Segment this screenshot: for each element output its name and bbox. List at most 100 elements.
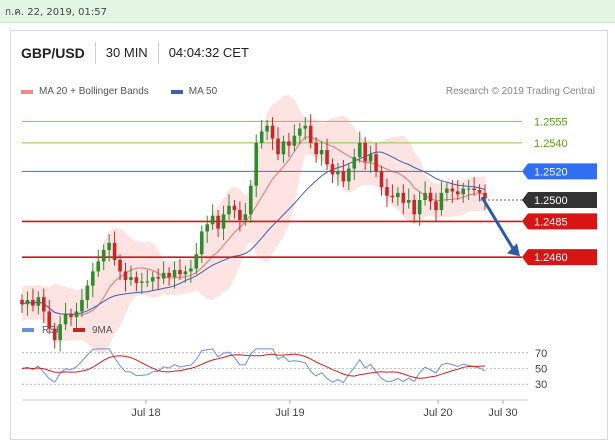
rsi-swatch xyxy=(22,328,34,332)
time-label: 04:04:32 CET xyxy=(168,45,249,60)
candle-body xyxy=(205,224,209,232)
bollinger-band xyxy=(22,95,485,354)
candle-body xyxy=(31,300,35,306)
chart-legend: MA 20 + Bollinger Bands MA 50 xyxy=(21,86,239,97)
candle-body xyxy=(434,201,438,210)
candle-body xyxy=(406,200,411,203)
level-label-1.2520: 1.2520 xyxy=(534,166,568,178)
level-label-1.2500: 1.2500 xyxy=(534,195,568,207)
rsi-line xyxy=(21,348,486,384)
bb-label: MA 20 + Bollinger Bands xyxy=(39,86,149,97)
candle-body xyxy=(63,314,68,325)
level-tag-1.2460 xyxy=(522,249,597,266)
candle-body xyxy=(303,125,308,129)
candle-body xyxy=(308,125,313,143)
candle-body xyxy=(210,215,215,225)
rsi-ma-swatch xyxy=(73,328,85,332)
candle-body xyxy=(336,171,340,175)
level-tag-1.2485 xyxy=(522,213,597,230)
rsi-tick-label: 70 xyxy=(535,348,547,360)
candle-body xyxy=(276,138,280,155)
pair-label: GBP/USD xyxy=(21,42,96,64)
candle-body xyxy=(69,314,73,318)
candle-body xyxy=(412,200,416,215)
candle-body xyxy=(385,187,389,196)
candle-body xyxy=(91,271,95,286)
candle-body xyxy=(298,128,302,136)
ma50-line xyxy=(21,151,486,315)
legend-item-ma50: MA 50 xyxy=(170,86,218,97)
candle-body xyxy=(47,311,52,329)
candle-body xyxy=(20,300,24,305)
candle-body xyxy=(483,192,487,199)
candle-body xyxy=(156,277,160,279)
candle-body xyxy=(85,285,90,300)
candle-body xyxy=(314,142,318,155)
candle-body xyxy=(265,125,269,132)
level-label-1.2540: 1.2540 xyxy=(534,138,568,150)
rsi-ma-line xyxy=(21,353,486,379)
candle-body xyxy=(172,270,177,278)
candle-body xyxy=(243,214,248,220)
ma50-label: MA 50 xyxy=(188,86,218,97)
candle-body xyxy=(238,210,242,220)
level-label-1.2485: 1.2485 xyxy=(534,216,568,228)
timeframe-label[interactable]: 30 MIN xyxy=(96,42,159,64)
candle-body xyxy=(41,297,46,312)
candle-body xyxy=(319,150,324,155)
level-tag-1.2520 xyxy=(522,163,597,180)
candle-body xyxy=(357,142,362,158)
rsi-ma-label: 9MA xyxy=(92,325,113,336)
candle-body xyxy=(161,272,166,279)
candle-body xyxy=(118,260,122,272)
candle-body xyxy=(167,272,171,278)
candle-body xyxy=(325,150,329,165)
candle-body xyxy=(270,125,275,139)
legend-item-bb: MA 20 + Bollinger Bands xyxy=(21,86,149,97)
candle-body xyxy=(178,270,182,275)
candle-body xyxy=(101,250,106,262)
candle-body xyxy=(58,324,62,340)
candle-body xyxy=(216,215,220,229)
candle-body xyxy=(194,254,199,269)
candle-body xyxy=(363,142,367,162)
candle-body xyxy=(145,281,150,283)
candle-body xyxy=(199,231,204,255)
candle-body xyxy=(123,271,128,280)
timestamp-text: ก.ค. 22, 2019, 01:57 xyxy=(5,7,107,18)
candle-body xyxy=(248,185,253,215)
candle-body xyxy=(189,268,193,272)
candle-body xyxy=(472,188,476,190)
candle-body xyxy=(455,191,460,195)
x-tick-label: Jul 18 xyxy=(131,407,160,419)
x-tick-label: Jul 30 xyxy=(488,407,517,419)
timestamp-bar: ก.ค. 22, 2019, 01:57 xyxy=(0,0,615,23)
candle-body xyxy=(445,188,449,193)
candle-body xyxy=(347,168,351,182)
x-tick-label: Jul 19 xyxy=(275,407,304,419)
chart-header: GBP/USD 30 MIN 04:04:32 CET xyxy=(21,42,249,64)
candle-body xyxy=(107,242,111,250)
candle-body xyxy=(150,277,155,282)
level-label-1.2555: 1.2555 xyxy=(534,116,568,128)
rsi-tick-label: 50 xyxy=(535,364,547,376)
candle-body xyxy=(466,188,471,190)
candle-body xyxy=(330,164,335,175)
candle-body xyxy=(112,242,117,260)
candle-body xyxy=(52,328,57,340)
candle-body xyxy=(341,171,346,182)
candle-body xyxy=(80,300,84,312)
forecast-arrow-line xyxy=(480,196,516,252)
candle-body xyxy=(129,277,133,280)
candle-body xyxy=(96,261,101,272)
candle-body xyxy=(368,154,373,162)
candle-body xyxy=(36,297,41,306)
credit-text: Research © 2019 Trading Central xyxy=(445,86,595,97)
candle-body xyxy=(259,131,264,143)
candle-body xyxy=(227,205,231,215)
x-tick-label: Jul 20 xyxy=(423,407,452,419)
candle-body xyxy=(379,171,384,188)
candle-body xyxy=(352,157,357,169)
candle-body xyxy=(221,214,226,229)
